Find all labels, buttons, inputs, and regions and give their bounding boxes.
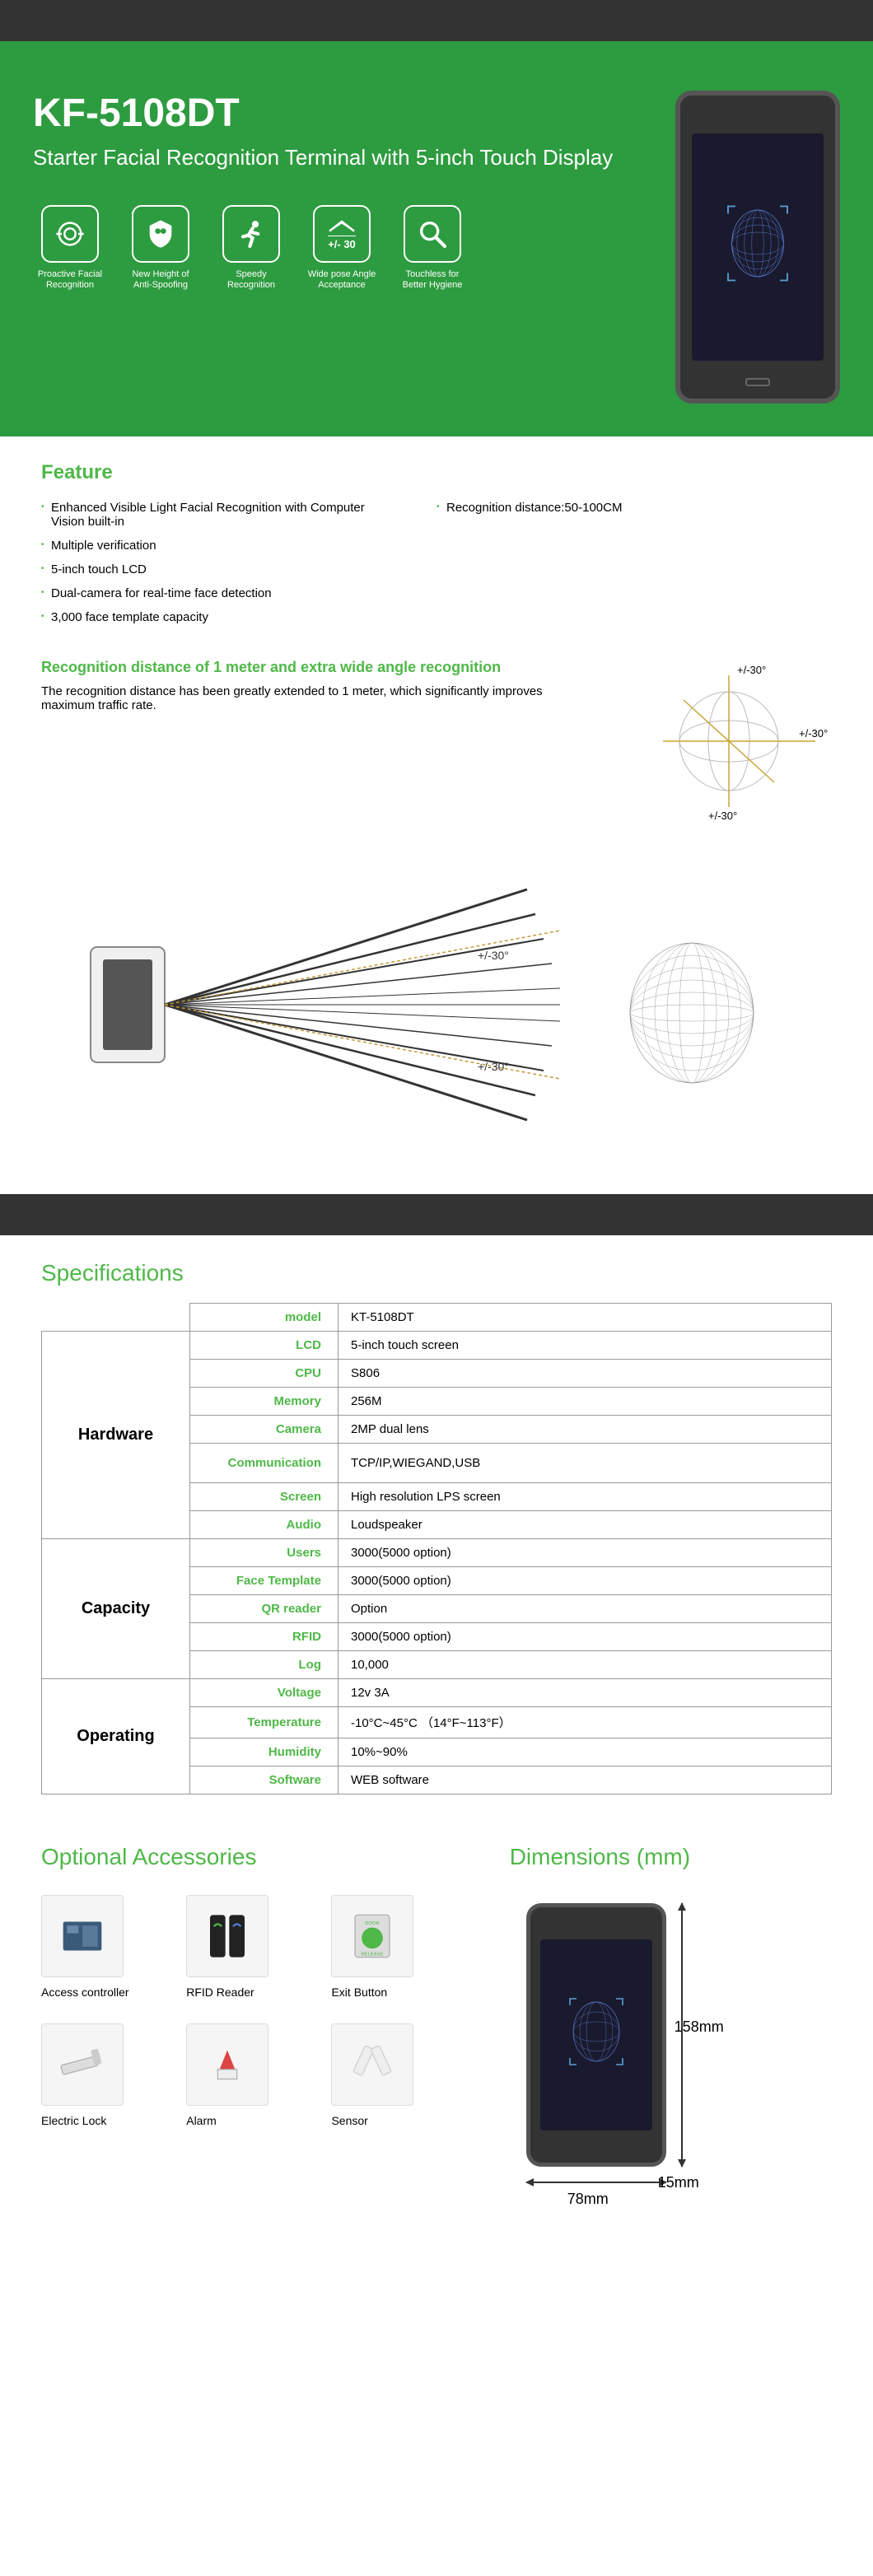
acc-access-controller: Access controller [41, 1895, 170, 1999]
features-section: Feature Enhanced Visible Light Facial Re… [0, 436, 873, 1194]
face-wireframe-icon [563, 1994, 629, 2076]
icon-touchless: Touchless for Better Hygiene [395, 205, 469, 291]
svg-text:+/-30°: +/-30° [799, 727, 828, 740]
specs-table: modelKT-5108DT HardwareLCD5-inch touch s… [41, 1303, 832, 1794]
dim-width: 78mm [567, 2191, 609, 2208]
acc-exit-button: DOORRELEASE Exit Button [331, 1895, 460, 1999]
svg-text:RELEASE: RELEASE [362, 1952, 384, 1957]
sensor-icon [343, 2036, 401, 2093]
features-col2: Recognition distance:50-100CM [436, 501, 622, 634]
recognition-desc: The recognition distance has been greatl… [41, 684, 552, 712]
acc-sensor: Sensor [331, 2023, 460, 2127]
feature-title: Feature [41, 461, 832, 484]
svg-text:+/-30°: +/-30° [478, 1060, 509, 1073]
model-title: KF-5108DT [33, 91, 675, 136]
face-scan-icon [54, 217, 86, 250]
svg-text:+/-30°: +/-30° [478, 949, 509, 962]
bottom-section: Optional Accessories Access controller R… [0, 1819, 873, 2233]
alarm-icon [198, 2036, 256, 2093]
divider-bar [0, 1194, 873, 1235]
running-icon [235, 217, 268, 250]
dim-arrow-width [526, 2182, 666, 2183]
dimensions-title: Dimensions (mm) [510, 1844, 832, 1870]
hero-subtitle: Starter Facial Recognition Terminal with… [33, 144, 675, 172]
dim-device [526, 1903, 666, 2167]
exit-button-icon: DOOR RELEASE [343, 1907, 401, 1965]
icon-angle: +/- 30 Wide pose Angle Acceptance [305, 205, 379, 291]
features-col1: Enhanced Visible Light Facial Recognitio… [41, 501, 371, 634]
specs-title: Specifications [41, 1260, 832, 1286]
icon-spoofing: New Height of Anti-Spoofing [124, 205, 198, 291]
icon-speedy: Speedy Recognition [214, 205, 288, 291]
feature-item: Dual-camera for real-time face detection [41, 586, 371, 600]
face-wireframe-icon [721, 202, 795, 292]
icon-proactive: Proactive Facial Recognition [33, 205, 107, 291]
recognition-title: Recognition distance of 1 meter and extr… [41, 659, 552, 676]
lock-icon [54, 2036, 111, 2093]
svg-text:+/-30°: +/-30° [737, 664, 766, 676]
controller-icon [54, 1907, 111, 1965]
angle-sphere-diagram: +/-30° +/-30° +/-30° [626, 659, 832, 824]
feature-item: 5-inch touch LCD [41, 562, 371, 576]
svg-text:DOOR: DOOR [366, 1921, 380, 1926]
acc-rfid-reader: RFID Reader [186, 1895, 315, 1999]
specs-section: Specifications modelKT-5108DT HardwareLC… [0, 1235, 873, 1819]
svg-text:+/-30°: +/-30° [708, 810, 737, 822]
feature-item: Recognition distance:50-100CM [436, 501, 622, 515]
shield-icon [144, 217, 177, 250]
dim-height: 158mm [675, 2018, 724, 2036]
acc-alarm: Alarm [186, 2023, 315, 2127]
header-bar [0, 0, 873, 41]
device-image [675, 91, 840, 404]
dimensions: Dimensions (mm) 158mm 78mm 15mm [510, 1844, 832, 2208]
recognition-cone-diagram: +/-30° +/-30° [41, 840, 832, 1169]
magnify-icon [416, 217, 449, 250]
hero-section: KF-5108DT Starter Facial Recognition Ter… [0, 41, 873, 436]
angle-icon [325, 217, 358, 234]
acc-electric-lock: Electric Lock [41, 2023, 170, 2127]
dim-depth: 15mm [658, 2174, 699, 2191]
accessories: Optional Accessories Access controller R… [41, 1844, 460, 2208]
feature-icons-row: Proactive Facial Recognition New Height … [33, 205, 675, 291]
feature-item: 3,000 face template capacity [41, 610, 371, 624]
feature-item: Enhanced Visible Light Facial Recognitio… [41, 501, 371, 529]
feature-item: Multiple verification [41, 539, 371, 553]
accessories-title: Optional Accessories [41, 1844, 460, 1870]
rfid-icon [198, 1907, 256, 1965]
